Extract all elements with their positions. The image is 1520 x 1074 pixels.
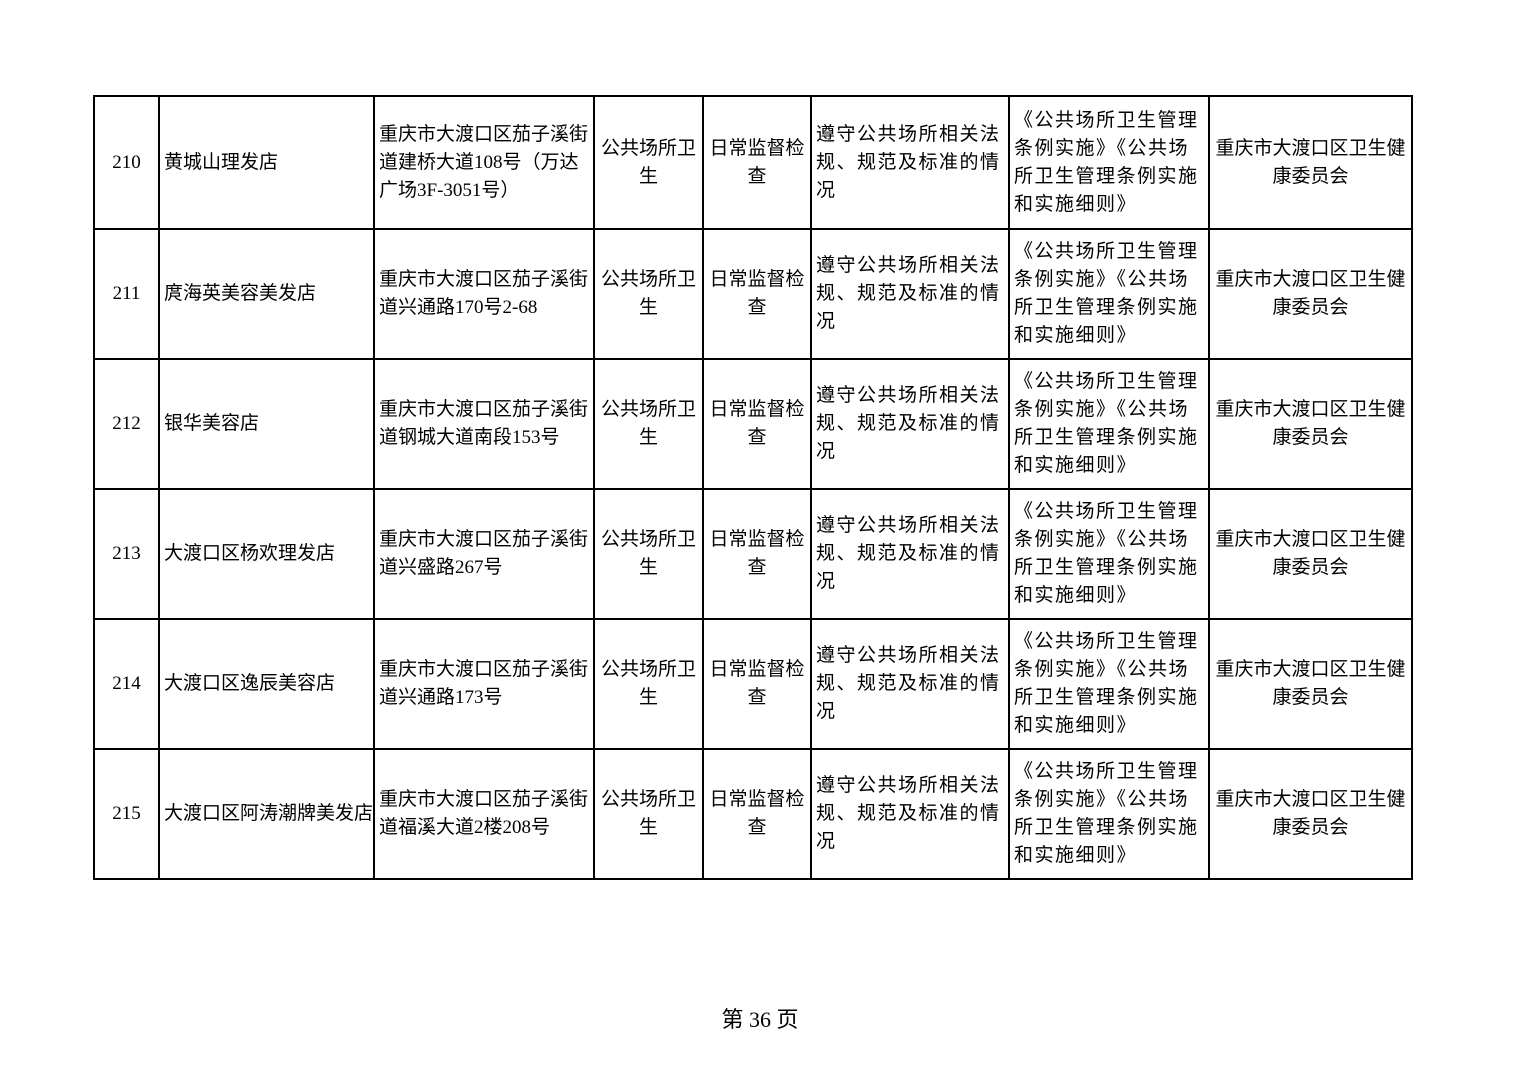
cell-address: 重庆市大渡口区茄子溪街道兴通路173号 <box>373 618 595 750</box>
cell-basis: 《公共场所卫生管理条例实施》《公共场所卫生管理条例实施和实施细则》 <box>1008 358 1210 490</box>
cell-category: 公共场所卫生 <box>593 95 704 230</box>
cell-basis: 《公共场所卫生管理条例实施》《公共场所卫生管理条例实施和实施细则》 <box>1008 488 1210 620</box>
cell-authority: 重庆市大渡口区卫生健康委员会 <box>1208 748 1413 880</box>
cell-category: 公共场所卫生 <box>593 618 704 750</box>
cell-basis: 《公共场所卫生管理条例实施》《公共场所卫生管理条例实施和实施细则》 <box>1008 228 1210 360</box>
cell-content: 遵守公共场所相关法规、规范及标准的情况 <box>810 228 1010 360</box>
cell-seq: 214 <box>93 618 160 750</box>
cell-seq: 213 <box>93 488 160 620</box>
cell-authority: 重庆市大渡口区卫生健康委员会 <box>1208 228 1413 360</box>
cell-category: 公共场所卫生 <box>593 228 704 360</box>
cell-seq: 210 <box>93 95 160 230</box>
cell-name: 大渡口区阿涛潮牌美发店 <box>158 748 375 880</box>
cell-authority: 重庆市大渡口区卫生健康委员会 <box>1208 95 1413 230</box>
cell-method: 日常监督检查 <box>702 748 812 880</box>
cell-authority: 重庆市大渡口区卫生健康委员会 <box>1208 358 1413 490</box>
cell-name: 大渡口区杨欢理发店 <box>158 488 375 620</box>
cell-method: 日常监督检查 <box>702 95 812 230</box>
cell-basis: 《公共场所卫生管理条例实施》《公共场所卫生管理条例实施和实施细则》 <box>1008 748 1210 880</box>
cell-address: 重庆市大渡口区茄子溪街道建桥大道108号（万达广场3F-3051号） <box>373 95 595 230</box>
cell-address: 重庆市大渡口区茄子溪街道兴盛路267号 <box>373 488 595 620</box>
cell-seq: 215 <box>93 748 160 880</box>
cell-content: 遵守公共场所相关法规、规范及标准的情况 <box>810 618 1010 750</box>
cell-authority: 重庆市大渡口区卫生健康委员会 <box>1208 618 1413 750</box>
cell-name: 黄城山理发店 <box>158 95 375 230</box>
cell-name: 银华美容店 <box>158 358 375 490</box>
table-row: 213 大渡口区杨欢理发店 重庆市大渡口区茄子溪街道兴盛路267号 公共场所卫生… <box>93 488 1413 620</box>
cell-address: 重庆市大渡口区茄子溪街道钢城大道南段153号 <box>373 358 595 490</box>
cell-basis: 《公共场所卫生管理条例实施》《公共场所卫生管理条例实施和实施细则》 <box>1008 95 1210 230</box>
table-row: 210 黄城山理发店 重庆市大渡口区茄子溪街道建桥大道108号（万达广场3F-3… <box>93 95 1413 230</box>
cell-authority: 重庆市大渡口区卫生健康委员会 <box>1208 488 1413 620</box>
inspection-table: 210 黄城山理发店 重庆市大渡口区茄子溪街道建桥大道108号（万达广场3F-3… <box>93 95 1413 880</box>
cell-content: 遵守公共场所相关法规、规范及标准的情况 <box>810 95 1010 230</box>
cell-method: 日常监督检查 <box>702 228 812 360</box>
table-row: 211 庹海英美容美发店 重庆市大渡口区茄子溪街道兴通路170号2-68 公共场… <box>93 228 1413 360</box>
cell-method: 日常监督检查 <box>702 488 812 620</box>
cell-content: 遵守公共场所相关法规、规范及标准的情况 <box>810 748 1010 880</box>
table-row: 212 银华美容店 重庆市大渡口区茄子溪街道钢城大道南段153号 公共场所卫生 … <box>93 358 1413 490</box>
cell-content: 遵守公共场所相关法规、规范及标准的情况 <box>810 358 1010 490</box>
cell-category: 公共场所卫生 <box>593 358 704 490</box>
cell-address: 重庆市大渡口区茄子溪街道福溪大道2楼208号 <box>373 748 595 880</box>
table-row: 215 大渡口区阿涛潮牌美发店 重庆市大渡口区茄子溪街道福溪大道2楼208号 公… <box>93 748 1413 880</box>
page-number: 第 36 页 <box>721 1007 799 1032</box>
cell-category: 公共场所卫生 <box>593 748 704 880</box>
cell-name: 庹海英美容美发店 <box>158 228 375 360</box>
cell-seq: 211 <box>93 228 160 360</box>
cell-seq: 212 <box>93 358 160 490</box>
cell-method: 日常监督检查 <box>702 358 812 490</box>
cell-content: 遵守公共场所相关法规、规范及标准的情况 <box>810 488 1010 620</box>
cell-name: 大渡口区逸辰美容店 <box>158 618 375 750</box>
cell-category: 公共场所卫生 <box>593 488 704 620</box>
table-row: 214 大渡口区逸辰美容店 重庆市大渡口区茄子溪街道兴通路173号 公共场所卫生… <box>93 618 1413 750</box>
cell-basis: 《公共场所卫生管理条例实施》《公共场所卫生管理条例实施和实施细则》 <box>1008 618 1210 750</box>
cell-method: 日常监督检查 <box>702 618 812 750</box>
cell-address: 重庆市大渡口区茄子溪街道兴通路170号2-68 <box>373 228 595 360</box>
